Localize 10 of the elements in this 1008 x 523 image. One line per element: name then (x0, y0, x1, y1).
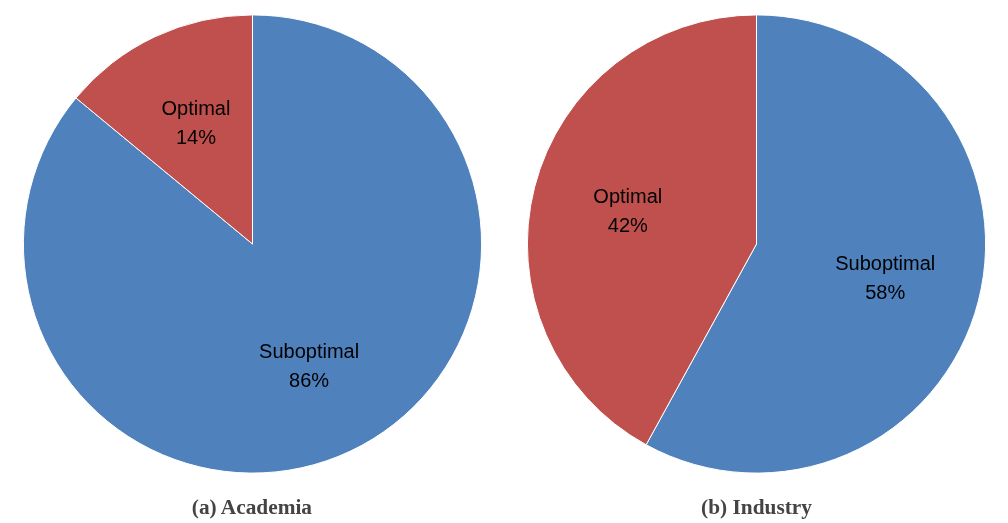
data-label: 14% (175, 125, 217, 148)
data-label: 58% (865, 280, 906, 303)
data-label: 86% (289, 369, 330, 391)
text: (a) Academia (191, 494, 313, 519)
data-label: 42% (607, 213, 649, 236)
slice-label: Suboptimal (259, 340, 360, 363)
slice-label: Optimal (161, 97, 231, 119)
slice-label: Optimal (593, 185, 663, 208)
text: (b) Industry (701, 494, 813, 519)
slice-label: Suboptimal (835, 252, 936, 275)
